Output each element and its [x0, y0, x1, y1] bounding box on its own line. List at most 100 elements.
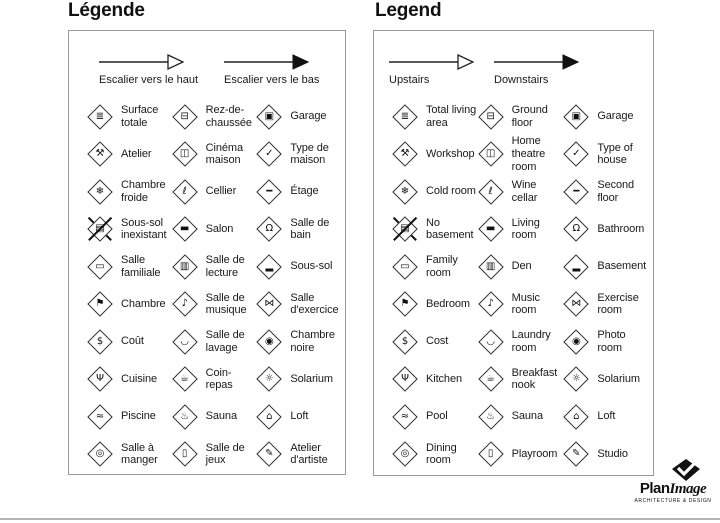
icon-glyph: ⚑: [400, 298, 410, 310]
dollar-icon: $: [392, 329, 418, 355]
legend-items-grid: ≣ Surface totale ⚒ Atelier ❄ Chambre fro…: [69, 86, 345, 473]
legend-item-sous-sol-inexistant: ▤ Sous-sol inexistant: [87, 211, 172, 249]
legend-item-atelier-d-artiste: ✎ Atelier d'artiste: [256, 436, 341, 474]
logo-tagline: ARCHITECTURE & DESIGN: [634, 498, 712, 504]
legend-item-sauna: ♨ Sauna: [171, 398, 257, 436]
legend-items-grid: ≣ Total living area ⚒ Workshop ❄ Cold ro…: [374, 86, 653, 473]
legend-item-label: Bedroom: [426, 297, 470, 310]
icon-glyph: ☕: [486, 373, 496, 385]
down-arrow-icon: [224, 54, 310, 70]
legend-item-label: Exercise room: [597, 291, 639, 317]
legend-item-salle-de-jeux: ▯ Salle de jeux: [171, 436, 257, 474]
sun-icon: ☼: [256, 366, 283, 392]
legend-item-home-theatre-room: ◫ Home theatre room: [477, 135, 564, 174]
legend-item-kitchen: Ψ Kitchen: [392, 361, 478, 399]
icon-glyph: ◎: [95, 448, 105, 460]
bookshelf-icon: ▥: [477, 254, 504, 280]
icon-glyph: ☕: [180, 373, 190, 385]
stairs-up-block: Upstairs: [389, 53, 474, 86]
coffee-cup-icon: ☕: [477, 366, 504, 392]
icon-glyph: ✎: [265, 448, 274, 460]
icon-glyph: ⊟: [180, 110, 189, 122]
bed-icon: ⚑: [392, 291, 418, 317]
legend-item-type-de-maison: ✓ Type de maison: [256, 136, 341, 174]
legend-item-label: Breakfast nook: [511, 366, 558, 392]
legend-item-label: Salon: [205, 222, 234, 235]
easel-icon: ✎: [256, 441, 283, 467]
legend-item-salle-de-lavage: ◡ Salle de lavage: [171, 323, 257, 361]
ground-floor-icon: ⊟: [477, 104, 504, 130]
icon-glyph: ≣: [400, 110, 410, 122]
stairs-down-block: Downstairs: [494, 53, 579, 86]
legend-item-rez-de-chaussee: ⊟ Rez-de-chaussée: [171, 98, 257, 136]
legend-item-etage: ━ Étage: [256, 173, 341, 211]
icon-glyph: ♨: [180, 410, 190, 422]
sauna-icon: ♨: [477, 404, 504, 430]
icon-glyph: ▬: [179, 223, 190, 235]
attic-icon: ⌂: [256, 404, 283, 430]
legend-item-label: Sous-sol inexistant: [121, 216, 167, 242]
floor-area-icon: ≣: [392, 104, 418, 130]
thermometer-icon: ❄: [392, 179, 418, 205]
legend-item-label: Loft: [597, 410, 616, 423]
legend-item-cout: $ Coût: [87, 323, 172, 361]
legend-item-cellier: ℓ Cellier: [171, 173, 257, 211]
car-garage-icon: ▣: [256, 104, 283, 130]
icon-glyph: Ψ: [96, 373, 104, 385]
legend-item-label: Dining room: [426, 441, 457, 467]
stairs-down-label: Escalier vers le bas: [224, 74, 320, 86]
legend-item-loft: ⌂ Loft: [256, 398, 341, 436]
legend-item-breakfast-nook: ☕ Breakfast nook: [477, 361, 564, 399]
icon-glyph: ▯: [487, 448, 494, 460]
legend-item-label: Cost: [426, 335, 449, 348]
legend-title-english: Legend: [375, 0, 442, 21]
legend-item-sauna: ♨ Sauna: [477, 398, 564, 436]
icon-glyph: ≣: [95, 110, 105, 122]
legend-item-solarium: ☼ Solarium: [563, 361, 649, 399]
legend-item-label: Studio: [597, 447, 628, 460]
floor-level-icon: ━: [563, 179, 590, 205]
bookshelf-icon: ▥: [171, 254, 198, 280]
cooking-pot-icon: Ψ: [392, 366, 418, 392]
icon-glyph: ▯: [181, 448, 188, 460]
icon-glyph: ⋈: [264, 298, 275, 310]
legend-item-second-floor: ━ Second floor: [563, 173, 649, 211]
tv-icon: ▭: [87, 254, 113, 280]
car-garage-icon: ▣: [563, 104, 590, 130]
planimage-diamond-check-icon: [672, 459, 700, 481]
icon-glyph: ━: [266, 185, 273, 197]
legend-item-photo-room: ◉ Photo room: [563, 323, 649, 361]
legend-item-label: Ground floor: [511, 104, 548, 129]
icon-glyph: Ω: [265, 223, 274, 235]
checkmark-icon: ✓: [563, 141, 590, 167]
icon-glyph: ▂: [572, 260, 581, 272]
legend-item-label: Chambre noire: [290, 329, 335, 354]
camera-icon: ◉: [563, 329, 590, 355]
icon-glyph: ◡: [180, 335, 190, 347]
icon-glyph: ⚒: [95, 148, 105, 160]
icon-glyph: Ω: [572, 223, 581, 235]
legend-item-solarium: ☼ Solarium: [256, 361, 341, 399]
coffee-cup-icon: ☕: [171, 366, 198, 392]
icon-glyph: ▣: [571, 110, 582, 122]
tv-icon: ▭: [392, 254, 418, 280]
legend-item-label: Salle familiale: [121, 254, 161, 279]
legend-item-atelier: ⚒ Atelier: [87, 136, 172, 174]
icon-glyph: ▭: [400, 260, 410, 272]
legend-item-chambre-noire: ◉ Chambre noire: [256, 323, 341, 361]
legend-item-label: Solarium: [597, 372, 640, 385]
icon-glyph: ✓: [572, 148, 581, 160]
icon-glyph: ☼: [571, 373, 581, 385]
legend-item-label: Kitchen: [426, 372, 462, 385]
legend-item-family-room: ▭ Family room: [392, 248, 478, 286]
legend-item-bedroom: ⚑ Bedroom: [392, 286, 478, 324]
legend-item-bathroom: Ω Bathroom: [563, 211, 649, 249]
up-arrow-icon: [99, 53, 184, 71]
legend-item-workshop: ⚒ Workshop: [392, 136, 478, 174]
icon-glyph: ≈: [95, 410, 105, 422]
icon-glyph: ♪: [487, 298, 494, 310]
legend-item-label: Type of house: [597, 141, 633, 167]
legend-item-salle-de-musique: ♪ Salle de musique: [171, 286, 257, 324]
legend-item-label: Atelier: [121, 147, 152, 160]
legend-item-label: Garage: [597, 110, 634, 123]
